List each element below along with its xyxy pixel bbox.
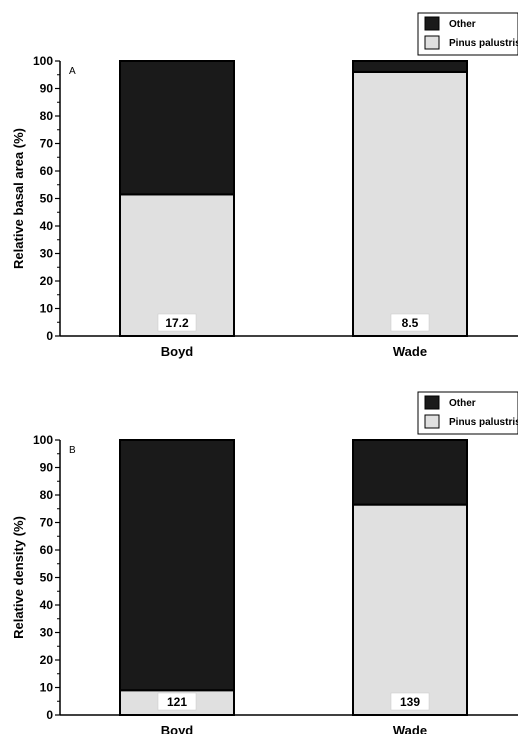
- y-axis-label: Relative basal area (%): [11, 128, 26, 269]
- y-tick-label: 50: [40, 192, 54, 206]
- bar-label-boyd: 121: [167, 695, 187, 709]
- bar-label-box: [157, 692, 197, 711]
- y-tick-label: 30: [40, 626, 54, 640]
- legend-label-pinus: Pinus palustris: [449, 417, 518, 428]
- panel-label: B: [69, 445, 76, 456]
- x-tick-label-boyd: Boyd: [161, 723, 194, 734]
- y-tick-label: 30: [40, 247, 54, 261]
- bar-label-wade: 8.5: [402, 316, 419, 330]
- y-tick-label: 80: [40, 488, 54, 502]
- y-tick-label: 80: [40, 109, 54, 123]
- legend-label-other: Other: [449, 19, 476, 30]
- bar-label-wade: 139: [400, 695, 420, 709]
- y-tick-label: 20: [40, 653, 54, 667]
- y-tick-label: 0: [46, 708, 53, 722]
- x-tick-label-wade: Wade: [393, 723, 427, 734]
- legend-swatch-pinus: [424, 414, 440, 429]
- y-tick-label: 40: [40, 219, 54, 233]
- y-tick-label: 20: [40, 274, 54, 288]
- y-tick-label: 90: [40, 82, 54, 96]
- bar-label-box: [390, 692, 430, 711]
- y-tick-label: 90: [40, 461, 54, 475]
- y-tick-label: 0: [46, 329, 53, 343]
- y-tick-label: 70: [40, 516, 54, 530]
- legend-swatch-other: [424, 16, 440, 31]
- bar-label-boyd: 17.2: [165, 316, 189, 330]
- y-tick-label: 40: [40, 598, 54, 612]
- legend: Other Pinus palustris: [417, 12, 518, 56]
- legend-swatch-pinus: [424, 35, 440, 50]
- y-tick-label: 60: [40, 164, 54, 178]
- legend-swatch-other: [424, 395, 440, 410]
- y-axis-label: Relative density (%): [11, 516, 26, 639]
- bar-wade-other: [352, 439, 468, 506]
- bar-boyd-pinus: [119, 193, 235, 337]
- legend-label-pinus: Pinus palustris: [449, 38, 518, 49]
- y-tick-label: 100: [33, 433, 53, 447]
- bar-boyd-other: [119, 439, 235, 692]
- bar-label-box: [157, 313, 197, 332]
- chart-panel-b: 121 Boyd 139 Wade 0 10 20 30 40 50 60 70 80 90 100 Rela…: [11, 391, 518, 734]
- x-tick-label-wade: Wade: [393, 344, 427, 359]
- y-tick-label: 60: [40, 543, 54, 557]
- x-tick-label-boyd: Boyd: [161, 344, 194, 359]
- y-tick-label: 10: [40, 681, 54, 695]
- legend-label-other: Other: [449, 398, 476, 409]
- panel-label: A: [69, 66, 76, 77]
- y-tick-label: 50: [40, 571, 54, 585]
- y-tick-label: 100: [33, 54, 53, 68]
- legend: Other Pinus palustris: [417, 391, 518, 435]
- bar-boyd-other: [119, 60, 235, 196]
- chart-panel-a: 17.2 Boyd 8.5 Wade 0 10 20 30 40 50 60 70 80 90 100 Rel…: [11, 12, 518, 359]
- y-tick-label: 10: [40, 302, 54, 316]
- bar-wade-pinus: [352, 503, 468, 716]
- bar-wade-other: [352, 60, 468, 73]
- bar-label-box: [390, 313, 430, 332]
- bar-wade-pinus: [352, 71, 468, 337]
- y-tick-label: 70: [40, 137, 54, 151]
